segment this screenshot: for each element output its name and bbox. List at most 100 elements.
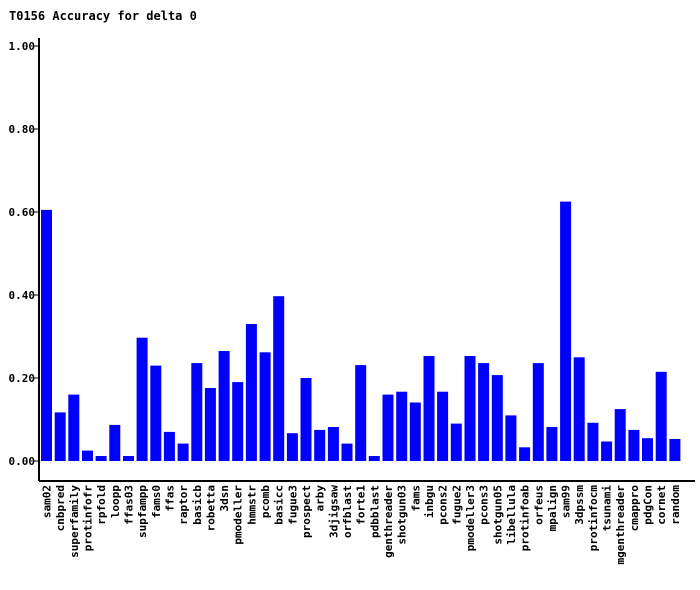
chart-title: T0156 Accuracy for delta 0 — [9, 9, 197, 23]
bar-protinfoab — [519, 447, 531, 461]
x-label-supfampp: supfampp — [136, 485, 149, 538]
bar-robetta — [204, 388, 216, 461]
x-label-mpalign: mpalign — [546, 485, 559, 531]
x-label-loopp: loopp — [109, 485, 122, 518]
bar-random — [669, 439, 681, 461]
x-label-protinfoab: protinfoab — [519, 485, 532, 552]
y-axis-ticks: 0.00 0.20 0.40 0.60 0.80 1.00 — [9, 40, 39, 468]
x-label-cnbpred: cnbpred — [54, 485, 67, 531]
bar-hmmstr — [245, 324, 257, 461]
bar-basicb — [191, 363, 203, 461]
bar-sam99 — [560, 201, 572, 461]
x-label-fams0: fams0 — [150, 485, 163, 518]
bar-superfamily — [68, 394, 80, 461]
y-tick-label: 0.20 — [9, 372, 36, 385]
bar-protinfocm — [587, 422, 599, 461]
x-label-sam02: sam02 — [41, 485, 54, 518]
x-label-prospect: prospect — [300, 485, 313, 538]
bar-3dpssm — [573, 357, 585, 462]
x-label-basicb: basicb — [191, 485, 204, 525]
bar-cmappro — [628, 429, 640, 461]
bar-fams — [409, 402, 421, 461]
bars-group — [41, 201, 681, 462]
bar-pdbblast — [368, 456, 380, 461]
bar-pcons2 — [437, 391, 449, 461]
bar-orfblast — [341, 443, 353, 461]
x-label-tsunami: tsunami — [601, 485, 614, 532]
x-label-pmodeller3: pmodeller3 — [464, 485, 477, 551]
bar-loopp — [109, 424, 121, 461]
x-label-pcons3: pcons3 — [478, 485, 491, 525]
x-label-protinfofr: protinfofr — [82, 485, 95, 552]
x-label-pdgCon: pdgCon — [642, 485, 655, 525]
x-label-robetta: robetta — [204, 485, 217, 531]
x-label-3dsn: 3dsn — [218, 485, 231, 512]
x-label-genthreader: genthreader — [382, 485, 395, 558]
bar-pdgCon — [642, 438, 653, 461]
x-label-fugue2: fugue2 — [450, 485, 463, 525]
bar-shotgun03 — [396, 391, 408, 461]
y-tick-label: 0.40 — [9, 289, 36, 302]
bar-mpalign — [546, 427, 558, 461]
bar-fugue3 — [286, 433, 298, 461]
bar-forte1 — [355, 365, 367, 461]
x-label-forte1: forte1 — [355, 485, 368, 525]
bar-arby — [314, 429, 326, 461]
y-tick-label: 0.80 — [9, 123, 36, 136]
bar-pcons3 — [478, 363, 490, 461]
bar-pmodeller — [232, 382, 244, 461]
bar-cornet — [655, 371, 667, 461]
bar-sam02 — [41, 209, 52, 461]
x-label-pcomb: pcomb — [259, 485, 272, 518]
x-label-basicc: basicc — [273, 485, 286, 525]
x-label-superfamily: superfamily — [68, 485, 81, 558]
x-label-orfeus: orfeus — [532, 485, 545, 525]
x-label-sam99: sam99 — [560, 485, 573, 518]
x-label-fams: fams — [409, 485, 422, 512]
x-label-3djigsaw: 3djigsaw — [327, 485, 340, 538]
bar-3dsn — [218, 351, 230, 461]
x-label-inbgu: inbgu — [423, 485, 436, 518]
bar-supfampp — [136, 337, 148, 461]
bar-ffas — [163, 431, 175, 461]
bar-libellula — [505, 415, 517, 461]
bar-fugue2 — [450, 423, 462, 461]
bar-raptor — [177, 443, 189, 461]
x-label-raptor: raptor — [177, 485, 190, 525]
x-label-pdbblast: pdbblast — [368, 485, 381, 538]
x-label-cmappro: cmappro — [628, 485, 641, 532]
bar-pmodeller3 — [464, 356, 476, 461]
bar-ffas03 — [123, 456, 134, 461]
x-label-hmmstr: hmmstr — [245, 485, 258, 525]
x-axis-labels: sam02 cnbpred superfamily protinfofr rpfold l… — [41, 485, 682, 565]
bar-prospect — [300, 378, 312, 461]
bar-orfeus — [532, 363, 544, 461]
x-label-mgenthreader: mgenthreader — [614, 485, 627, 565]
x-label-libellula: libellula — [505, 485, 518, 545]
y-tick-label: 0.00 — [9, 455, 36, 468]
x-label-rpfold: rpfold — [95, 485, 108, 525]
x-label-protinfocm: protinfocm — [587, 485, 600, 552]
bar-mgenthreader — [614, 409, 626, 461]
x-label-cornet: cornet — [655, 485, 668, 525]
bar-pcomb — [259, 352, 271, 461]
bar-protinfofr — [82, 450, 93, 461]
x-label-random: random — [669, 485, 682, 525]
x-label-ffas03: ffas03 — [123, 485, 136, 525]
x-label-ffas: ffas — [163, 485, 176, 512]
x-label-fugue3: fugue3 — [286, 485, 299, 525]
x-label-pcons2: pcons2 — [437, 485, 450, 525]
bar-basicc — [273, 296, 285, 461]
bar-genthreader — [382, 394, 394, 461]
bar-rpfold — [95, 456, 107, 461]
bar-cnbpred — [54, 412, 66, 461]
bar-3djigsaw — [327, 427, 339, 461]
bar-tsunami — [601, 441, 613, 461]
x-label-orfblast: orfblast — [341, 485, 354, 538]
x-label-shotgun03: shotgun03 — [396, 485, 409, 545]
x-label-shotgun05: shotgun05 — [491, 485, 504, 545]
x-label-3dpssm: 3dpssm — [573, 485, 586, 525]
y-tick-label: 0.60 — [9, 206, 36, 219]
y-tick-label: 1.00 — [9, 40, 36, 53]
